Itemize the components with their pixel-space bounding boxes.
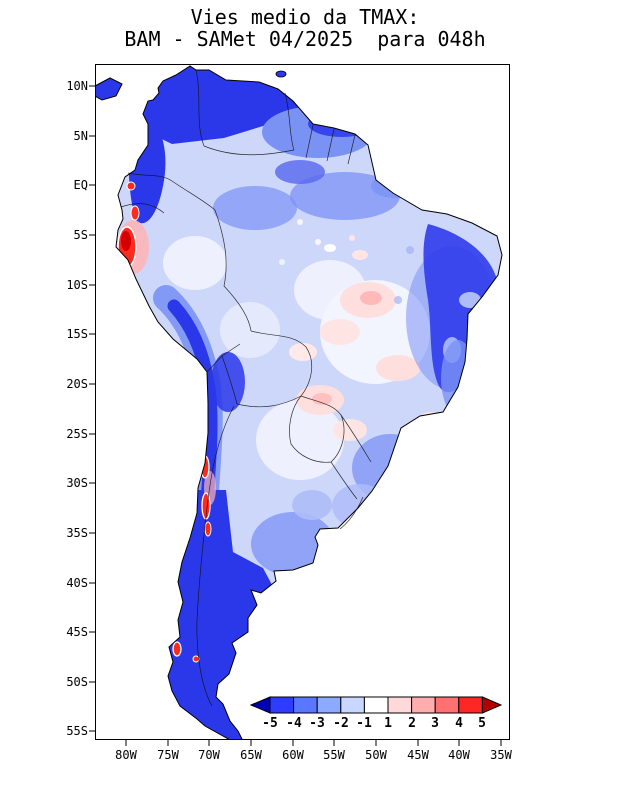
colorbar-tick-label: 1	[384, 716, 392, 731]
lon-tick-label: 60W	[282, 748, 304, 762]
colorbar-segment	[411, 696, 436, 714]
panama-landmass	[95, 77, 123, 101]
lat-tick-label: 15S	[66, 327, 88, 341]
colorbar-segment	[293, 696, 318, 714]
lon-tick-label: 75W	[157, 748, 179, 762]
colorbar-right-arrow	[481, 696, 503, 714]
lat-tick-label: 55S	[66, 724, 88, 738]
positive-bias-patagonia-spot	[172, 641, 182, 657]
colorbar-segment	[363, 696, 389, 714]
lon-tick-label: 45W	[407, 748, 429, 762]
plot-frame	[95, 64, 510, 740]
lon-tick-label: 35W	[490, 748, 512, 762]
map-area	[95, 65, 503, 740]
colorbar-tick-label: -3	[309, 716, 325, 731]
lon-tick-label: 70W	[198, 748, 220, 762]
lon-tick-label: 50W	[365, 748, 387, 762]
lat-tick-label: 5S	[73, 228, 88, 242]
lat-tick-label: 10S	[66, 278, 88, 292]
lat-tick-label: 25S	[66, 427, 88, 441]
lon-tick-label: 55W	[323, 748, 345, 762]
lat-tick-label: 40S	[66, 576, 88, 590]
colorbar-tick-label: -1	[356, 716, 372, 731]
lat-tick-label: 20S	[66, 377, 88, 391]
figure-title-line2: BAM - SAMet 04/2025 para 048h	[124, 27, 486, 51]
colorbar-tick-label: 5	[478, 716, 486, 731]
colorbar-tick-label: 2	[408, 716, 416, 731]
lat-tick-label: 50S	[66, 675, 88, 689]
axis-ticks	[89, 85, 502, 746]
lat-tick-label: 5N	[73, 129, 88, 143]
lat-tick-label: EQ	[73, 178, 88, 192]
colorbar-segment	[316, 696, 342, 714]
lat-tick-label: 30S	[66, 476, 88, 490]
colorbar-tick-label: -4	[286, 716, 302, 731]
figure-title-line1: Vies medio da TMAX:	[190, 5, 420, 29]
lon-tick-label: 80W	[115, 748, 137, 762]
lat-tick-label: 45S	[66, 625, 88, 639]
colorbar-segment	[434, 696, 460, 714]
colorbar-tick-label: 4	[455, 716, 463, 731]
country-borders	[120, 69, 372, 707]
colorbar-segment	[269, 696, 295, 714]
colorbar-tick-label: -5	[262, 716, 278, 731]
colorbar	[249, 696, 503, 714]
neutral-bias-chaco	[256, 400, 344, 480]
colorbar-segment	[458, 696, 483, 714]
lon-tick-label: 40W	[448, 748, 470, 762]
colorbar-segment	[387, 696, 413, 714]
lat-tick-label: 35S	[66, 526, 88, 540]
colorbar-segment	[340, 696, 365, 714]
trinidad-island	[275, 70, 287, 78]
colorbar-left-arrow	[249, 696, 271, 714]
colorbar-tick-label: 3	[431, 716, 439, 731]
coastline	[115, 65, 503, 740]
lat-tick-label: 10N	[66, 79, 88, 93]
lon-tick-label: 65W	[240, 748, 262, 762]
colorbar-tick-label: -2	[333, 716, 349, 731]
